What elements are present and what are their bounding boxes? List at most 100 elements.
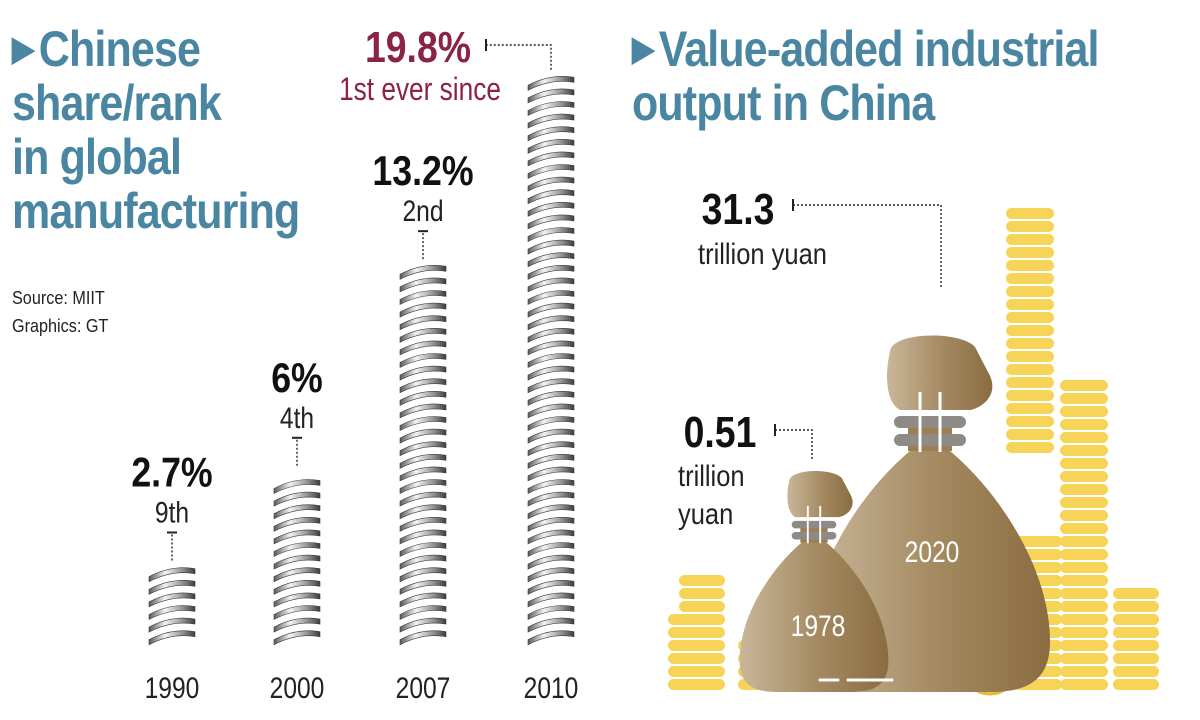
- coin: [1060, 445, 1108, 456]
- spring-coil: [273, 605, 321, 620]
- spring-coil: [527, 428, 575, 444]
- left-title-line-4: manufacturing: [12, 183, 300, 239]
- x-tick-label-2010: 2010: [524, 671, 579, 705]
- value-label-2007: 13.2%: [372, 149, 473, 195]
- spring-coil: [148, 617, 196, 633]
- spring-coil: [399, 567, 447, 583]
- spring-coil: [273, 491, 321, 507]
- spring-coil: [273, 542, 321, 557]
- coin: [1014, 536, 1062, 547]
- spring-coil: [148, 630, 196, 646]
- spring-coil: [399, 454, 447, 469]
- spring-coil: [527, 214, 575, 230]
- spring-coil: [399, 592, 447, 608]
- coin: [1113, 601, 1159, 612]
- spring-bar-2007: [399, 265, 447, 646]
- spring-coil: [399, 340, 447, 356]
- spring-coil: [273, 567, 321, 583]
- value-label-2020: 31.3: [702, 184, 775, 234]
- spring-coil: [399, 265, 447, 280]
- coin-stack: [668, 614, 712, 690]
- coin: [1113, 679, 1159, 690]
- coin: [679, 588, 725, 599]
- spring-coil: [273, 580, 321, 595]
- spring-coil: [527, 252, 575, 268]
- spring-bar-2000: [273, 479, 321, 646]
- spring-coil: [399, 277, 447, 293]
- spring-coil: [399, 491, 447, 507]
- rank-label-1990: 9th: [155, 495, 189, 529]
- coin: [1006, 429, 1054, 440]
- coin: [1113, 588, 1159, 599]
- spring-coil: [148, 580, 196, 595]
- coin: [668, 679, 712, 690]
- unit-label-line-2-1978: yuan: [678, 497, 733, 530]
- coin: [1006, 403, 1054, 414]
- spring-coil: [527, 605, 575, 620]
- spring-coil: [527, 529, 575, 545]
- spring-coil: [273, 517, 321, 532]
- spring-coil: [399, 466, 447, 482]
- coin: [1060, 666, 1108, 677]
- connector-line: [775, 429, 813, 460]
- spring-coil: [527, 277, 575, 293]
- spring-coil: [399, 542, 447, 557]
- spring-coil: [399, 315, 447, 331]
- source-note: Source: MIIT: [12, 288, 105, 308]
- coin: [1113, 614, 1159, 625]
- spring-coil: [399, 504, 447, 520]
- bag-top: [887, 335, 993, 410]
- coin: [668, 666, 712, 677]
- spring-coil: [527, 567, 575, 583]
- money-bags: [739, 335, 1050, 692]
- coin: [1113, 666, 1159, 677]
- spring-coil: [527, 592, 575, 608]
- x-tick-label-2007: 2007: [396, 671, 451, 705]
- coin: [1113, 653, 1159, 664]
- spring-coil: [527, 164, 575, 179]
- spring-coil: [273, 630, 321, 646]
- spring-coil: [527, 265, 575, 280]
- spring-coil: [399, 554, 447, 570]
- coin: [1060, 497, 1108, 508]
- right-title-line-1: Value-added industrial: [658, 21, 1100, 77]
- coin: [1006, 299, 1054, 310]
- coin: [1006, 390, 1054, 401]
- coin: [1060, 458, 1108, 469]
- spring-coil: [399, 428, 447, 444]
- spring-coil: [399, 378, 447, 394]
- coin: [1060, 601, 1108, 612]
- spring-coil: [527, 479, 575, 494]
- x-tick-label-2000: 2000: [270, 671, 325, 705]
- spring-coil: [527, 328, 575, 343]
- coin: [1060, 419, 1108, 430]
- coin: [1006, 234, 1054, 245]
- spring-coil: [527, 239, 575, 255]
- spring-coil: [527, 189, 575, 205]
- coin: [1006, 312, 1054, 323]
- coin: [1006, 273, 1054, 284]
- connector-line: [486, 44, 552, 70]
- bag-string: [806, 505, 822, 544]
- coin: [1060, 484, 1108, 495]
- spring-coil: [527, 517, 575, 532]
- spring-coil: [527, 365, 575, 381]
- coin: [1006, 325, 1054, 336]
- bag-year-label-1978: 1978: [791, 609, 846, 643]
- value-label-2010: 19.8%: [365, 22, 471, 72]
- spring-coil: [527, 504, 575, 520]
- coin: [679, 601, 725, 612]
- coin: [668, 640, 712, 651]
- coin: [1113, 627, 1159, 638]
- spring-coil: [527, 176, 575, 192]
- spring-coil: [527, 126, 575, 142]
- rank-label-2007: 2nd: [402, 194, 443, 228]
- play-triangle-icon: ▶: [632, 30, 654, 68]
- coin: [1006, 247, 1054, 258]
- bag-band: [894, 416, 966, 428]
- coin: [1060, 393, 1108, 404]
- coin: [1006, 377, 1054, 388]
- spring-coil: [527, 290, 575, 305]
- spring-coil: [527, 403, 575, 419]
- spring-coil: [527, 580, 575, 595]
